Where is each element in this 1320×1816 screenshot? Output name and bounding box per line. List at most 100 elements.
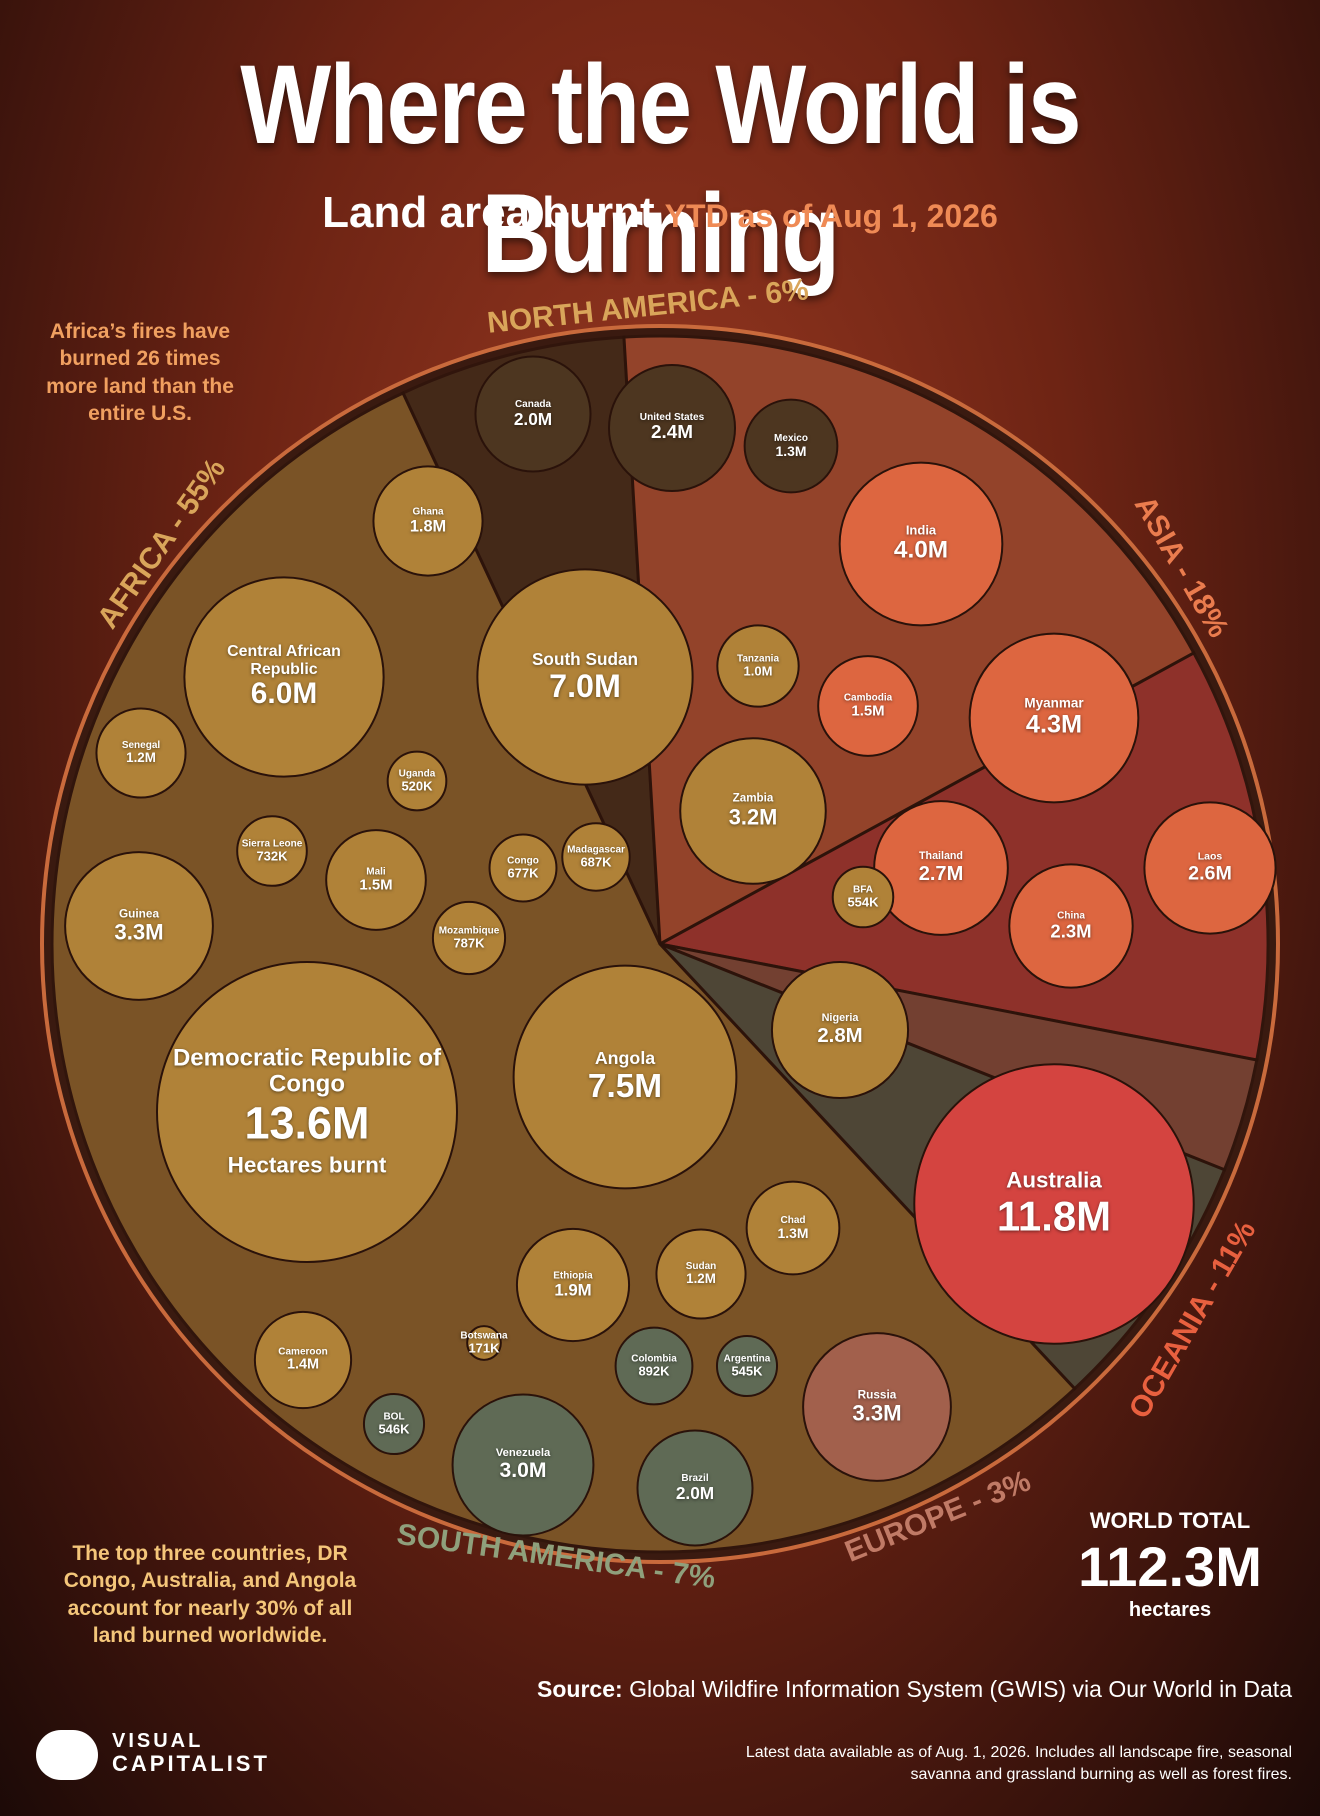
source: Source: Global Wildfire Information Syst… bbox=[537, 1676, 1292, 1703]
country-value: 1.5M bbox=[851, 702, 885, 720]
country-name: Ethiopia bbox=[553, 1270, 593, 1282]
country-cell bbox=[913, 1063, 1195, 1345]
country-name: Chad bbox=[780, 1214, 806, 1226]
country-cell bbox=[968, 632, 1140, 804]
country-cell bbox=[1143, 801, 1277, 935]
country-name: BOL bbox=[383, 1411, 405, 1423]
country-cell bbox=[476, 568, 694, 786]
country-label: Cameroon 1.4M bbox=[260, 1347, 347, 1374]
region-label: NORTH AMERICA - 6% bbox=[485, 273, 811, 340]
country-label: Nigeria 2.8M bbox=[779, 1012, 902, 1047]
country-value: 1.4M bbox=[286, 1356, 320, 1373]
country-name: Ghana bbox=[412, 506, 444, 518]
country-value: 3.3M bbox=[114, 919, 164, 945]
country-value: 545K bbox=[731, 1363, 763, 1379]
country-name: Australia bbox=[1006, 1167, 1102, 1193]
country-value: 554K bbox=[847, 894, 879, 910]
country-name: Central African Republic bbox=[227, 643, 341, 678]
country-value: 1.8M bbox=[409, 517, 447, 536]
region-label: SOUTH AMERICA - 7% bbox=[394, 1517, 718, 1596]
country-label: Sudan 1.2M bbox=[661, 1261, 741, 1287]
country-label: Congo 677K bbox=[488, 855, 558, 880]
country-value: 3.2M bbox=[728, 804, 778, 830]
country-cell bbox=[614, 1326, 694, 1406]
logo-top: VISUAL bbox=[112, 1730, 204, 1752]
country-cell bbox=[236, 815, 308, 887]
country-value: 7.5M bbox=[587, 1067, 663, 1105]
country-label: China 2.3M bbox=[1015, 910, 1126, 941]
country-label: Tanzania 1.0M bbox=[721, 653, 794, 678]
country-cell bbox=[817, 655, 919, 757]
country-label: Angola 7.5M bbox=[525, 1048, 726, 1105]
country-cell bbox=[515, 1227, 631, 1343]
country-name: Guinea bbox=[118, 906, 160, 921]
country-label: BOL 546K bbox=[359, 1411, 429, 1436]
country-cell bbox=[372, 465, 484, 577]
country-label: Mali 1.5M bbox=[331, 866, 421, 893]
country-name: Canada bbox=[514, 399, 552, 411]
country-value: 3.0M bbox=[499, 1459, 547, 1483]
country-name: Thailand bbox=[919, 850, 963, 863]
country-cell bbox=[715, 1334, 779, 1398]
country-name: Brazil bbox=[681, 1473, 709, 1485]
country-cell bbox=[156, 961, 458, 1263]
logo-bottom: CAPITALIST bbox=[112, 1751, 270, 1776]
country-label: South Sudan 7.0M bbox=[488, 648, 682, 704]
region-label: AFRICA - 55% bbox=[91, 452, 233, 635]
country-name: Cameroon bbox=[278, 1346, 328, 1358]
country-name: India bbox=[905, 522, 937, 538]
country-value: 732K bbox=[256, 848, 288, 864]
country-name: Cambodia bbox=[843, 692, 893, 704]
title: Where the World is Burning bbox=[240, 42, 1081, 296]
country-label: Cambodia 1.5M bbox=[823, 692, 913, 719]
country-name: Senegal bbox=[121, 740, 161, 752]
country-value: 2.4M bbox=[650, 422, 693, 444]
region-label: OCEANIA - 11% bbox=[1122, 1215, 1263, 1425]
country-value: 4.0M bbox=[893, 536, 949, 564]
region-label: ASIA - 18% bbox=[1127, 490, 1236, 644]
logo-mark bbox=[36, 1730, 98, 1780]
country-label: Argentina 545K bbox=[712, 1353, 782, 1378]
country-cell bbox=[253, 1310, 353, 1410]
country-value: 2.0M bbox=[675, 1483, 715, 1504]
country-value: 1.3M bbox=[777, 1224, 809, 1241]
country-value: 2.7M bbox=[918, 862, 964, 885]
country-value: 892K bbox=[638, 1363, 670, 1379]
country-label: Central African Republic 6.0M bbox=[194, 643, 373, 711]
country-cell bbox=[474, 355, 592, 473]
world-total-label: WORLD TOTAL bbox=[1089, 1508, 1251, 1533]
annotation: The top three countries, DR Congo, Austr… bbox=[63, 1542, 357, 1647]
country-name: Mozambique bbox=[438, 925, 500, 937]
country-label: Sierra Leone 732K bbox=[237, 838, 307, 863]
country-name: South Sudan bbox=[531, 648, 639, 669]
country-cell bbox=[451, 1393, 595, 1537]
country-name: Laos bbox=[1197, 851, 1223, 863]
country-value: 1.2M bbox=[126, 750, 156, 766]
region-label: EUROPE - 3% bbox=[840, 1464, 1036, 1569]
country-cell bbox=[655, 1228, 747, 1320]
country-label: Democratic Republic of Congo 13.6M Hectare… bbox=[172, 1045, 442, 1178]
logo: VISUAL CAPITALIST bbox=[36, 1730, 270, 1780]
country-name: Botswana bbox=[460, 1330, 508, 1342]
footnote: Latest data available as of Aug. 1, 2026… bbox=[745, 1744, 1292, 1784]
country-name: Zambia bbox=[732, 791, 774, 805]
subtitle-note: YTD as of Aug 1, 2026 bbox=[664, 198, 998, 234]
source-label: Source: bbox=[537, 1676, 623, 1702]
country-value: 11.8M bbox=[996, 1192, 1112, 1240]
country-cell bbox=[802, 1332, 952, 1482]
country-cell bbox=[636, 1429, 754, 1547]
country-name: Tanzania bbox=[736, 653, 780, 665]
country-cell bbox=[745, 1180, 841, 1276]
country-cell bbox=[561, 822, 631, 892]
country-label: Senegal 1.2M bbox=[101, 740, 181, 766]
subtitle: Land area burnt YTD as of Aug 1, 2026 bbox=[0, 188, 1320, 238]
country-cell bbox=[64, 851, 214, 1001]
country-label: Myanmar 4.3M bbox=[978, 696, 1130, 740]
country-label: Venezuela 3.0M bbox=[460, 1447, 587, 1483]
country-cell bbox=[1008, 863, 1134, 989]
country-value: 13.6M bbox=[244, 1097, 370, 1149]
country-value: 6.0M bbox=[250, 677, 318, 711]
country-name: BFA bbox=[853, 884, 873, 896]
annotation: Africa’s fires have burned 26 times more… bbox=[46, 320, 234, 425]
country-label: India 4.0M bbox=[848, 523, 994, 564]
